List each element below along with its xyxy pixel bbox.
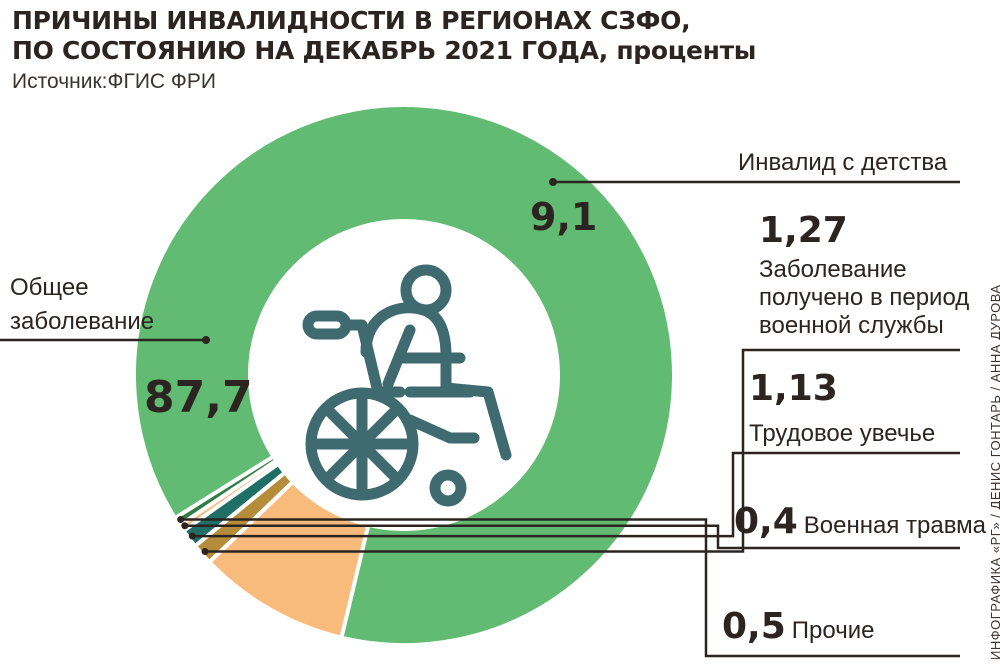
label-slice-1-line-2: заболевание <box>10 308 154 335</box>
leader-line-slice-6 <box>180 518 960 658</box>
title-line-1: ПРИЧИНЫ ИНВАЛИДНОСТИ В РЕГИОНАХ СЗФО, <box>12 6 691 35</box>
donut-slice-6 <box>172 453 279 528</box>
title-unit: проценты <box>616 36 757 65</box>
leader-line-slice-3 <box>205 348 960 553</box>
value-slice-5: 0,4 <box>734 501 798 542</box>
label-slice-3-line-3: военной службы <box>759 312 944 339</box>
leader-dot-slice-5 <box>181 522 189 530</box>
label-slice-3-line-1: Заболевание <box>759 256 907 283</box>
chart-title: ПРИЧИНЫ ИНВАЛИДНОСТИ В РЕГИОНАХ СЗФО, ПО… <box>12 6 832 66</box>
value-slice-6: 0,5 <box>722 606 786 647</box>
slice-labels: Общее заболевание 87,7 9,1 Инвалид с детства… <box>0 149 987 658</box>
leader-dot-slice-4 <box>188 532 196 540</box>
title-line-2-main: ПО СОСТОЯНИЮ НА ДЕКАБРЬ 2021 ГОДА, <box>12 36 608 65</box>
value-slice-2: 9,1 <box>530 195 597 239</box>
label-slice-5: Военная травма <box>804 512 987 539</box>
label-slice-3-line-2: получено в период <box>759 284 969 311</box>
label-slice-2: Инвалид с детства <box>738 149 948 176</box>
credit-line: ИНФОГРАФИКА «РГ» / ДЕНИС ГОНТАРЬ / АННА … <box>988 284 1000 660</box>
leader-dot-slice-6 <box>177 515 185 523</box>
title-line-2: ПО СОСТОЯНИЮ НА ДЕКАБРЬ 2021 ГОДА, проце… <box>12 36 832 66</box>
donut-slice-1 <box>132 103 676 647</box>
value-slice-4: 1,13 <box>749 368 838 409</box>
label-slice-1-line-1: Общее <box>10 274 89 301</box>
wheelchair-user-icon <box>302 264 512 507</box>
source-note: Источник:ФГИС ФРИ <box>12 70 216 93</box>
label-slice-6: Прочие <box>792 617 875 644</box>
leader-dot-slice-3 <box>201 548 209 556</box>
label-slice-4-line-1: Трудовое увечье <box>749 420 935 447</box>
leader-line-slice-5 <box>184 524 960 550</box>
leader-dot-slice-1 <box>202 336 210 344</box>
leader-line-slice-4 <box>192 451 960 538</box>
value-slice-3: 1,27 <box>759 210 848 251</box>
value-slice-1: 87,7 <box>144 372 253 423</box>
